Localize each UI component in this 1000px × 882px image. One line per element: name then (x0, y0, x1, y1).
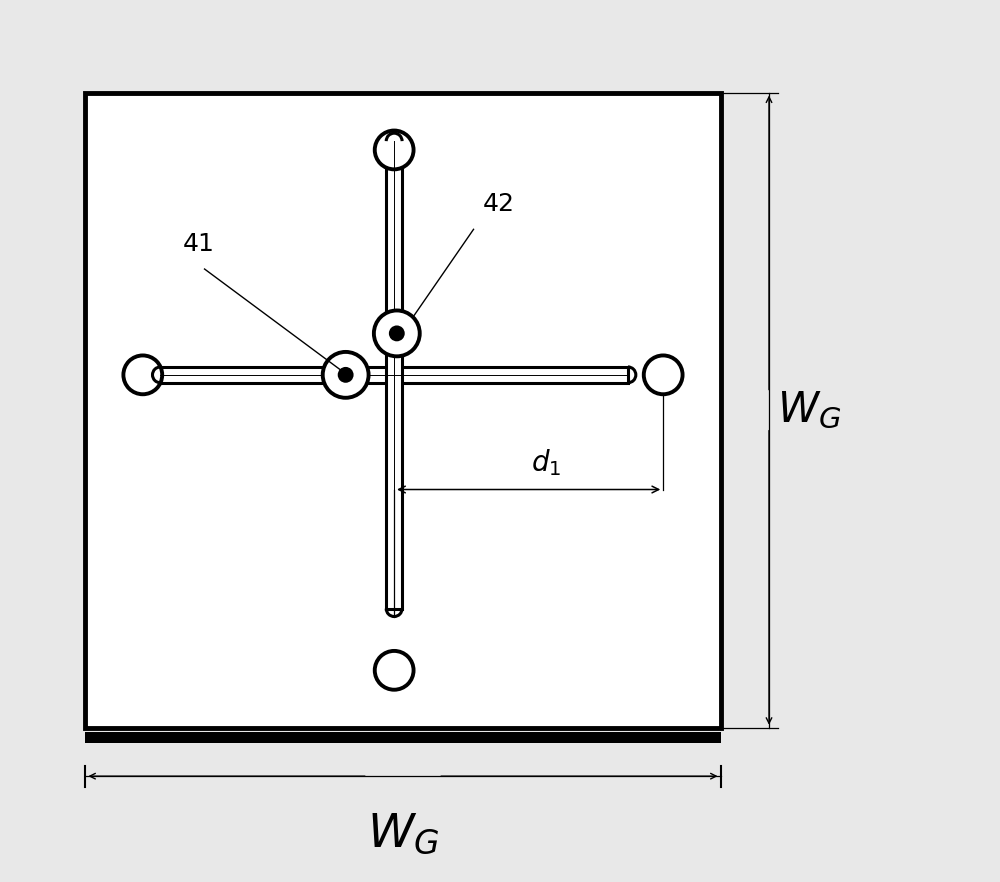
Circle shape (375, 651, 414, 690)
Text: $d_1$: $d_1$ (531, 447, 561, 478)
Text: 41: 41 (182, 232, 214, 256)
Circle shape (123, 355, 162, 394)
Bar (386, 141, 402, 609)
Text: $W_G$: $W_G$ (777, 389, 841, 431)
Bar (85, 93, 721, 728)
Circle shape (338, 367, 354, 383)
Circle shape (323, 352, 369, 398)
Circle shape (389, 325, 405, 341)
Circle shape (374, 310, 420, 356)
Circle shape (375, 131, 414, 169)
Text: 42: 42 (482, 192, 514, 216)
Text: $W_G$: $W_G$ (367, 811, 439, 856)
Bar (160, 367, 628, 383)
Circle shape (644, 355, 683, 394)
Bar (85, 732, 721, 743)
